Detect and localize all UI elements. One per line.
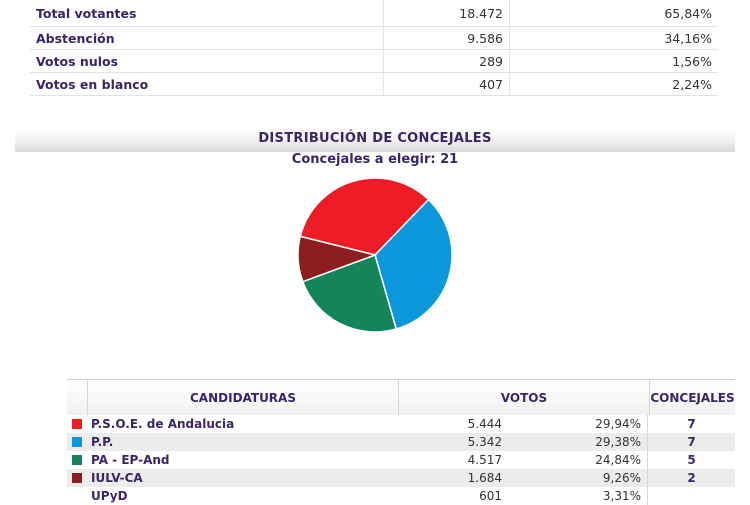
section-title: DISTRIBUCIÓN DE CONCEJALES: [258, 131, 492, 146]
table-row: UPyD 601 3,31%: [67, 487, 735, 505]
party-votes: 4.517: [467, 453, 502, 467]
seats-pie-chart: [297, 177, 453, 333]
party-votes: 5.342: [467, 435, 502, 449]
header-votos: VOTOS: [398, 380, 649, 415]
header-spacer: [67, 380, 87, 415]
party-name: P.P.: [91, 435, 114, 449]
party-seats: [647, 487, 735, 505]
table-row: PA - EP-And 4.517 24,84% 5: [67, 451, 735, 469]
party-votes: 1.684: [467, 471, 502, 485]
party-color-swatch: [72, 419, 82, 429]
summary-label: Votos nulos: [36, 53, 119, 69]
party-name: UPyD: [91, 489, 128, 503]
party-votes: 601: [479, 489, 502, 503]
table-body: P.S.O.E. de Andalucia 5.444 29,94% 7 P.P…: [67, 415, 735, 505]
table-row: IULV-CA 1.684 9,26% 2: [67, 469, 735, 487]
table-row: P.P. 5.342 29,38% 7: [67, 433, 735, 451]
section-header-bar: [15, 128, 735, 152]
summary-value: 289: [383, 50, 509, 72]
summary-value: 18.472: [383, 0, 509, 26]
header-concejales: CONCEJALES: [649, 380, 735, 415]
summary-percent: 65,84%: [509, 0, 718, 26]
summary-row-votos-nulos: Votos nulos 289 1,56%: [30, 50, 718, 73]
candidates-table: CANDIDATURAS VOTOS CONCEJALES P.S.O.E. d…: [67, 379, 735, 505]
party-seats: 5: [647, 451, 735, 469]
party-name: P.S.O.E. de Andalucia: [91, 417, 235, 431]
summary-row-abstencion: Abstención 9.586 34,16%: [30, 27, 718, 50]
party-color-swatch: [72, 437, 82, 447]
party-seats: 7: [647, 415, 735, 433]
summary-label: Abstención: [36, 30, 115, 46]
summary-percent: 34,16%: [509, 27, 718, 49]
summary-row-votos-en-blanco: Votos en blanco 407 2,24%: [30, 73, 718, 96]
party-name: PA - EP-And: [91, 453, 170, 467]
summary-row-total-votantes: Total votantes 18.472 65,84%: [30, 0, 718, 27]
summary-percent: 2,24%: [509, 73, 718, 95]
party-votes: 5.444: [467, 417, 502, 431]
party-percent: 24,84%: [595, 453, 641, 467]
party-name: IULV-CA: [91, 471, 143, 485]
section-subtitle: Concejales a elegir: 21: [291, 152, 459, 167]
pie-slice-iulv-ca: [297, 235, 378, 283]
party-seats: 2: [647, 469, 735, 487]
party-color-swatch: [72, 455, 82, 465]
pie-slice-pa-ep-and: [301, 254, 398, 333]
summary-label: Total votantes: [36, 5, 137, 21]
summary-value: 9.586: [383, 27, 509, 49]
table-header: CANDIDATURAS VOTOS CONCEJALES: [67, 379, 735, 415]
pie-slice-p-p: [374, 198, 453, 330]
party-color-swatch: [72, 473, 82, 483]
party-seats: 7: [647, 433, 735, 451]
pie-slice-p-s-o-e-de-andalucia: [299, 177, 430, 256]
party-percent: 29,94%: [595, 417, 641, 431]
party-percent: 3,31%: [602, 489, 641, 503]
header-candidaturas: CANDIDATURAS: [87, 380, 398, 415]
summary-value: 407: [383, 73, 509, 95]
table-row: P.S.O.E. de Andalucia 5.444 29,94% 7: [67, 415, 735, 433]
summary-label: Votos en blanco: [36, 76, 149, 92]
summary-percent: 1,56%: [509, 50, 718, 72]
party-percent: 29,38%: [595, 435, 641, 449]
party-percent: 9,26%: [602, 471, 641, 485]
summary-table: Total votantes 18.472 65,84% Abstención …: [30, 0, 718, 96]
